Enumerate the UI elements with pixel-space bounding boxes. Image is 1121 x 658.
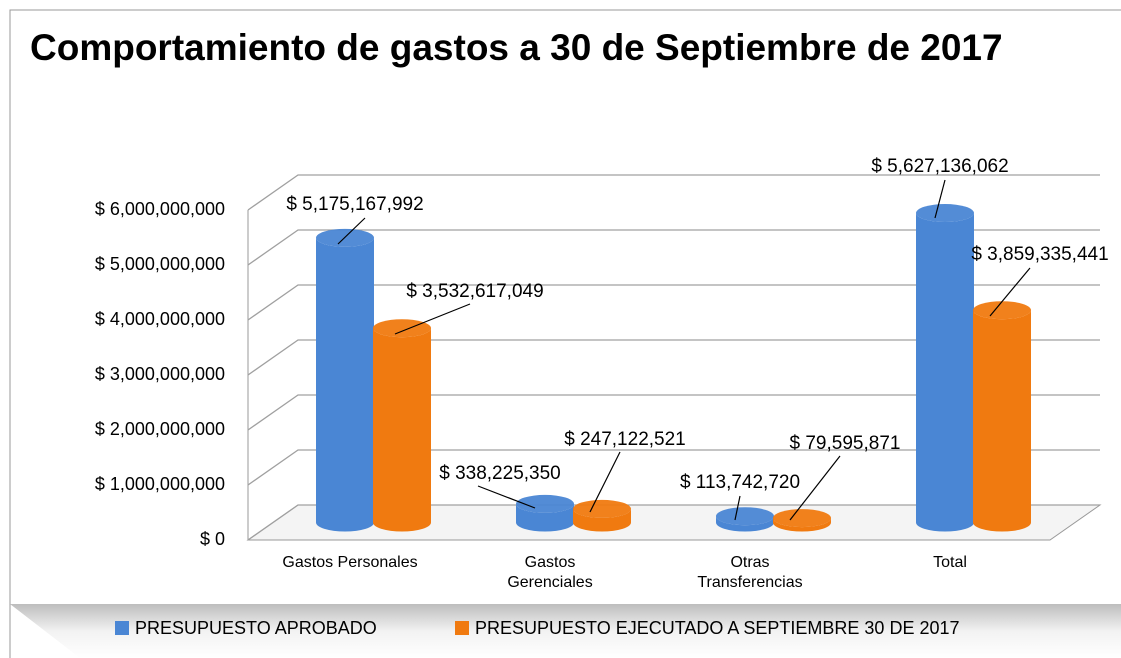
data-label: $ 3,532,617,049: [406, 281, 543, 302]
bar: [573, 508, 631, 532]
bar: [516, 503, 574, 532]
leader-line: [337, 217, 366, 245]
bar-top: [573, 499, 631, 518]
grid-line: [247, 339, 1100, 376]
y-tick-label: $ 4,000,000,000: [95, 309, 225, 329]
legend-label: PRESUPUESTO EJECUTADO A SEPTIEMBRE 30 DE…: [475, 618, 960, 638]
data-label: $ 113,742,720: [680, 472, 800, 493]
data-label: $ 247,122,521: [564, 429, 686, 450]
x-tick-label: Otras Transferencias: [697, 554, 803, 591]
bar-top: [716, 507, 774, 526]
data-label: $ 3,859,335,441: [971, 244, 1108, 265]
legend-band: [10, 604, 1121, 658]
frame: [9, 9, 1121, 658]
leader-line: [989, 267, 1031, 317]
y-tick-label: $ 0: [200, 529, 225, 549]
legend-label: PRESUPUESTO APROBADO: [135, 618, 377, 638]
bar-top: [916, 204, 974, 223]
x-tick-label: Gastos Gerenciales: [507, 554, 593, 591]
data-label: $ 5,627,136,062: [871, 156, 1008, 177]
bar: [973, 310, 1031, 532]
bar: [716, 516, 774, 532]
leader-line: [734, 495, 741, 521]
y-tick-label: $ 2,000,000,000: [95, 419, 225, 439]
x-tick-label: Gastos Personales: [282, 554, 418, 571]
bar: [316, 237, 374, 532]
bar: [773, 518, 831, 532]
bar-top: [773, 509, 831, 528]
bar-top: [973, 301, 1031, 320]
leader-line: [934, 179, 946, 219]
data-label: $ 5,175,167,992: [286, 194, 423, 215]
data-label: $ 79,595,871: [790, 433, 901, 454]
chart-title: Comportamiento de gastos a 30 de Septiem…: [30, 27, 1003, 68]
bar-top: [373, 319, 431, 338]
x-tick-label: Total: [933, 554, 967, 571]
leader-line: [394, 303, 471, 335]
y-tick-label: $ 5,000,000,000: [95, 254, 225, 274]
data-label: $ 338,225,350: [439, 463, 561, 484]
leader-line: [589, 451, 621, 513]
legend-swatch: [115, 621, 129, 635]
y-tick-label: $ 6,000,000,000: [95, 199, 225, 219]
grid-line: [247, 174, 1100, 211]
leader-line: [789, 455, 841, 521]
grid-line: [247, 394, 1100, 431]
bar: [373, 328, 431, 532]
grid-line: [247, 284, 1100, 321]
bar-top: [516, 494, 574, 513]
y-tick-label: $ 3,000,000,000: [95, 364, 225, 384]
grid-line: [247, 449, 1100, 486]
y-tick-label: $ 1,000,000,000: [95, 474, 225, 494]
bar: [916, 213, 974, 532]
leader-line: [477, 485, 536, 509]
grid-line: [247, 504, 1100, 541]
grid-line: [247, 229, 1100, 266]
legend-swatch: [455, 621, 469, 635]
